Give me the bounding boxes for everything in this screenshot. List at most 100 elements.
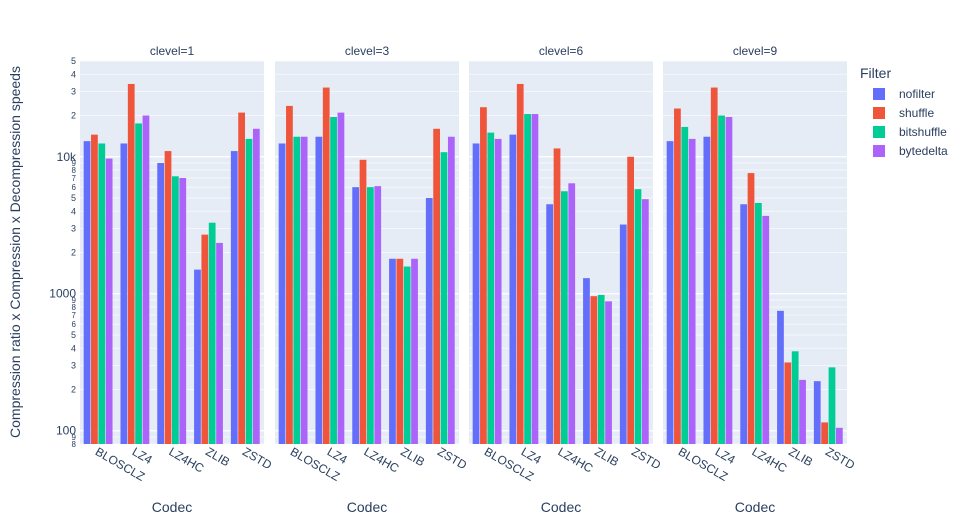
bar-shuffle-zlib	[201, 234, 209, 444]
legend-swatch-bitshuffle	[873, 126, 885, 138]
bar-bytedelta-lz4hc	[179, 177, 187, 444]
bar-nofilter-lz4hc	[352, 187, 360, 445]
bar-shuffle-lz4hc	[164, 151, 172, 445]
y-minor-tick-label: 2	[71, 111, 76, 121]
bar-shuffle-blosclz	[91, 134, 98, 444]
bar-shuffle-zstd	[238, 112, 245, 445]
bar-bitshuffle-zstd	[828, 367, 836, 444]
bar-nofilter-blosclz	[83, 141, 91, 444]
bar-bitshuffle-lz4hc	[172, 176, 179, 444]
y-minor-tick-label: 7	[72, 311, 77, 320]
bar-nofilter-blosclz	[472, 143, 480, 445]
bar-bitshuffle-blosclz	[293, 136, 301, 445]
y-minor-tick-label: 3	[71, 360, 76, 370]
bar-bytedelta-zstd	[835, 427, 843, 444]
facet-title: clevel=1	[150, 44, 195, 58]
bar-bytedelta-zstd	[641, 199, 649, 444]
bar-nofilter-lz4	[509, 134, 517, 444]
legend-label-bitshuffle: bitshuffle	[899, 125, 947, 139]
bar-nofilter-lz4	[120, 143, 128, 445]
bar-shuffle-zlib	[590, 296, 598, 444]
bar-shuffle-zlib	[396, 258, 404, 444]
bar-bytedelta-zlib	[799, 379, 806, 444]
y-minor-tick-label: 4	[71, 343, 76, 353]
bar-nofilter-lz4	[315, 136, 323, 445]
bar-nofilter-lz4hc	[157, 163, 165, 444]
bar-nofilter-blosclz	[278, 143, 286, 445]
facet-title: clevel=6	[539, 44, 584, 58]
bar-bitshuffle-lz4hc	[367, 187, 374, 445]
bar-bitshuffle-zstd	[440, 152, 448, 444]
bar-nofilter-zlib	[389, 258, 396, 444]
bar-bitshuffle-lz4hc	[755, 202, 762, 444]
bar-nofilter-zstd	[425, 197, 433, 444]
y-minor-tick-label: 8	[72, 440, 77, 449]
bar-nofilter-zlib	[194, 269, 201, 444]
bar-bytedelta-zstd	[252, 128, 260, 445]
bar-bytedelta-lz4hc	[762, 215, 770, 444]
bar-bytedelta-blosclz	[105, 158, 113, 444]
bar-bytedelta-blosclz	[300, 136, 308, 445]
bar-bytedelta-lz4	[142, 115, 150, 444]
bar-bitshuffle-zstd	[634, 189, 642, 444]
bar-nofilter-blosclz	[666, 141, 674, 444]
bar-bitshuffle-lz4	[135, 123, 142, 444]
bar-nofilter-zstd	[813, 381, 821, 444]
bar-shuffle-blosclz	[286, 105, 293, 444]
y-minor-tick-label: 3	[71, 223, 76, 233]
bar-bitshuffle-lz4	[718, 115, 725, 444]
bar-shuffle-lz4	[322, 87, 330, 445]
legend-label-nofilter: nofilter	[899, 87, 935, 101]
y-minor-tick-label: 9	[72, 296, 77, 305]
bar-bytedelta-lz4	[725, 117, 733, 444]
bar-bytedelta-blosclz	[494, 138, 502, 444]
bar-shuffle-zstd	[627, 156, 634, 444]
bar-bitshuffle-zstd	[245, 138, 253, 444]
bar-bitshuffle-blosclz	[98, 143, 106, 445]
bar-bitshuffle-zlib	[403, 266, 411, 444]
y-minor-tick-label: 2	[71, 384, 76, 394]
bar-bitshuffle-lz4	[524, 114, 531, 444]
bar-shuffle-lz4hc	[747, 173, 755, 444]
bar-nofilter-zlib	[583, 278, 590, 444]
bar-shuffle-lz4	[710, 87, 718, 445]
y-minor-tick-label: 5	[71, 56, 76, 66]
bar-bytedelta-lz4hc	[568, 183, 576, 444]
x-axis-title: Codec	[735, 499, 775, 515]
y-minor-tick-label: 6	[72, 183, 77, 192]
bar-nofilter-zstd	[619, 224, 627, 444]
bar-bitshuffle-blosclz	[681, 126, 689, 445]
legend-swatch-nofilter	[873, 88, 885, 100]
bar-bytedelta-zlib	[411, 258, 418, 444]
legend-label-bytedelta: bytedelta	[899, 144, 948, 158]
legend-swatch-bytedelta	[873, 145, 885, 157]
bar-shuffle-lz4hc	[553, 148, 561, 444]
bar-bytedelta-zlib	[216, 242, 223, 444]
bar-bytedelta-lz4hc	[374, 186, 382, 444]
y-minor-tick-label: 3	[71, 86, 76, 96]
bar-shuffle-blosclz	[480, 107, 487, 445]
legend: Filter nofilter shuffle bitshuffle bytedelta	[860, 65, 948, 158]
bar-bytedelta-lz4	[337, 112, 345, 445]
bar-bitshuffle-zlib	[597, 294, 605, 444]
y-minor-tick-label: 4	[71, 206, 76, 216]
bar-nofilter-zlib	[777, 310, 784, 444]
y-minor-tick-label: 7	[72, 174, 77, 183]
facet-title: clevel=9	[733, 44, 778, 58]
y-minor-tick-label: 9	[72, 159, 77, 168]
y-major-tick-label: 1000	[49, 287, 76, 301]
bar-shuffle-lz4	[516, 83, 524, 444]
bar-bytedelta-lz4	[531, 114, 539, 444]
bar-bitshuffle-zlib	[791, 351, 799, 444]
bar-bitshuffle-lz4hc	[561, 191, 568, 444]
y-minor-tick-label: 8	[72, 303, 77, 312]
bar-bytedelta-zlib	[605, 301, 612, 444]
legend-title: Filter	[860, 65, 891, 81]
bar-nofilter-lz4hc	[546, 204, 554, 444]
x-axis-title: Codec	[347, 499, 387, 515]
